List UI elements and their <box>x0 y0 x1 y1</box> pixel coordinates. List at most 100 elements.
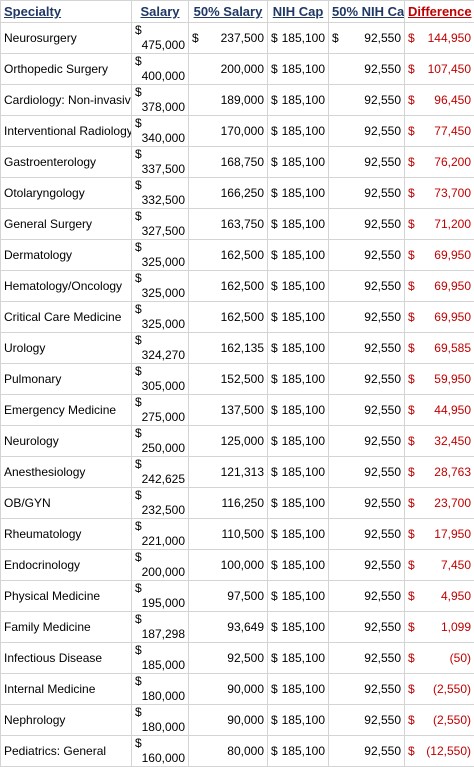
currency-symbol: $ <box>332 31 339 46</box>
amount-cell: $185,100 <box>268 674 329 705</box>
amount-cell: 92,550 <box>329 54 405 85</box>
specialty-cell: Hematology/Oncology <box>1 271 132 302</box>
amount: 275,000 <box>142 410 185 425</box>
amount-cell: $77,450 <box>405 116 474 147</box>
amount: 23,700 <box>434 496 471 511</box>
amount: 144,950 <box>428 31 471 46</box>
currency-symbol: $ <box>135 488 142 503</box>
amount: 92,550 <box>364 341 401 356</box>
amount: 116,250 <box>222 496 265 511</box>
amount-cell: 92,550 <box>329 364 405 395</box>
amount-cell: 93,649 <box>189 612 268 643</box>
currency-symbol: $ <box>408 341 415 356</box>
amount: 73,700 <box>434 186 471 201</box>
currency-symbol: $ <box>271 465 278 480</box>
amount: 162,500 <box>221 279 264 294</box>
amount-cell: 92,550 <box>329 519 405 550</box>
amount-cell: 100,000 <box>189 550 268 581</box>
amount: 1,099 <box>441 620 471 635</box>
amount-cell: 200,000 <box>189 54 268 85</box>
specialty-cell: General Surgery <box>1 209 132 240</box>
amount: 180,000 <box>142 689 185 704</box>
currency-symbol: $ <box>408 62 415 77</box>
amount: 337,500 <box>142 162 185 177</box>
amount: 250,000 <box>142 441 185 456</box>
amount: 170,000 <box>221 124 264 139</box>
amount-cell: 92,550 <box>329 674 405 705</box>
currency-symbol: $ <box>135 147 142 162</box>
header-cell: Difference <box>405 1 474 23</box>
amount: 92,550 <box>364 217 401 232</box>
header-cell: Specialty <box>1 1 132 23</box>
amount-cell: 163,750 <box>189 209 268 240</box>
amount-cell: 92,550 <box>329 333 405 364</box>
specialty-cell: Dermatology <box>1 240 132 271</box>
amount: 80,000 <box>227 744 264 759</box>
amount: 185,100 <box>282 744 325 759</box>
amount-cell: 92,550 <box>329 705 405 736</box>
amount: 92,550 <box>364 465 401 480</box>
amount-cell: $400,000 <box>132 54 189 85</box>
specialty-cell: Pediatrics: General <box>1 736 132 767</box>
amount: (12,550) <box>426 744 471 759</box>
specialty-cell: Orthopedic Surgery <box>1 54 132 85</box>
amount: 185,100 <box>282 465 325 480</box>
amount-cell: $96,450 <box>405 85 474 116</box>
amount: 92,550 <box>364 124 401 139</box>
currency-symbol: $ <box>135 116 142 131</box>
amount-cell: $185,100 <box>268 54 329 85</box>
amount-cell: $185,100 <box>268 643 329 674</box>
currency-symbol: $ <box>408 124 415 139</box>
amount-cell: $185,100 <box>268 519 329 550</box>
amount: 185,100 <box>282 372 325 387</box>
amount: 92,550 <box>364 372 401 387</box>
amount: 185,100 <box>282 682 325 697</box>
amount-cell: $327,500 <box>132 209 189 240</box>
amount-cell: $242,625 <box>132 457 189 488</box>
amount: 92,550 <box>364 310 401 325</box>
currency-symbol: $ <box>408 279 415 294</box>
amount: 96,450 <box>434 93 471 108</box>
amount: 125,000 <box>221 434 264 449</box>
currency-symbol: $ <box>408 682 415 697</box>
amount: 185,100 <box>282 496 325 511</box>
amount-cell: $44,950 <box>405 395 474 426</box>
currency-symbol: $ <box>135 519 142 534</box>
currency-symbol: $ <box>271 434 278 449</box>
amount: 137,500 <box>221 403 264 418</box>
amount: 325,000 <box>142 317 185 332</box>
amount: 187,298 <box>142 627 185 642</box>
amount: 92,550 <box>364 744 401 759</box>
amount-cell: $185,100 <box>268 395 329 426</box>
amount: 92,550 <box>364 248 401 263</box>
currency-symbol: $ <box>408 527 415 542</box>
amount: 185,100 <box>282 620 325 635</box>
specialty-cell: Urology <box>1 333 132 364</box>
currency-symbol: $ <box>271 155 278 170</box>
currency-symbol: $ <box>192 31 199 46</box>
amount-cell: $32,450 <box>405 426 474 457</box>
amount: 92,550 <box>364 31 401 46</box>
amount: 92,550 <box>364 62 401 77</box>
amount: 90,000 <box>227 682 264 697</box>
amount-cell: 125,000 <box>189 426 268 457</box>
currency-symbol: $ <box>408 217 415 232</box>
amount: 92,550 <box>364 93 401 108</box>
amount-cell: 90,000 <box>189 705 268 736</box>
amount-cell: $332,500 <box>132 178 189 209</box>
amount-cell: $232,500 <box>132 488 189 519</box>
amount: 110,500 <box>222 527 265 542</box>
amount: 69,950 <box>434 248 471 263</box>
amount: 92,550 <box>364 620 401 635</box>
currency-symbol: $ <box>271 62 278 77</box>
table-row: Neurosurgery$475,000$237,500$185,100$92,… <box>1 23 474 54</box>
amount: 340,000 <box>142 131 185 146</box>
currency-symbol: $ <box>408 496 415 511</box>
